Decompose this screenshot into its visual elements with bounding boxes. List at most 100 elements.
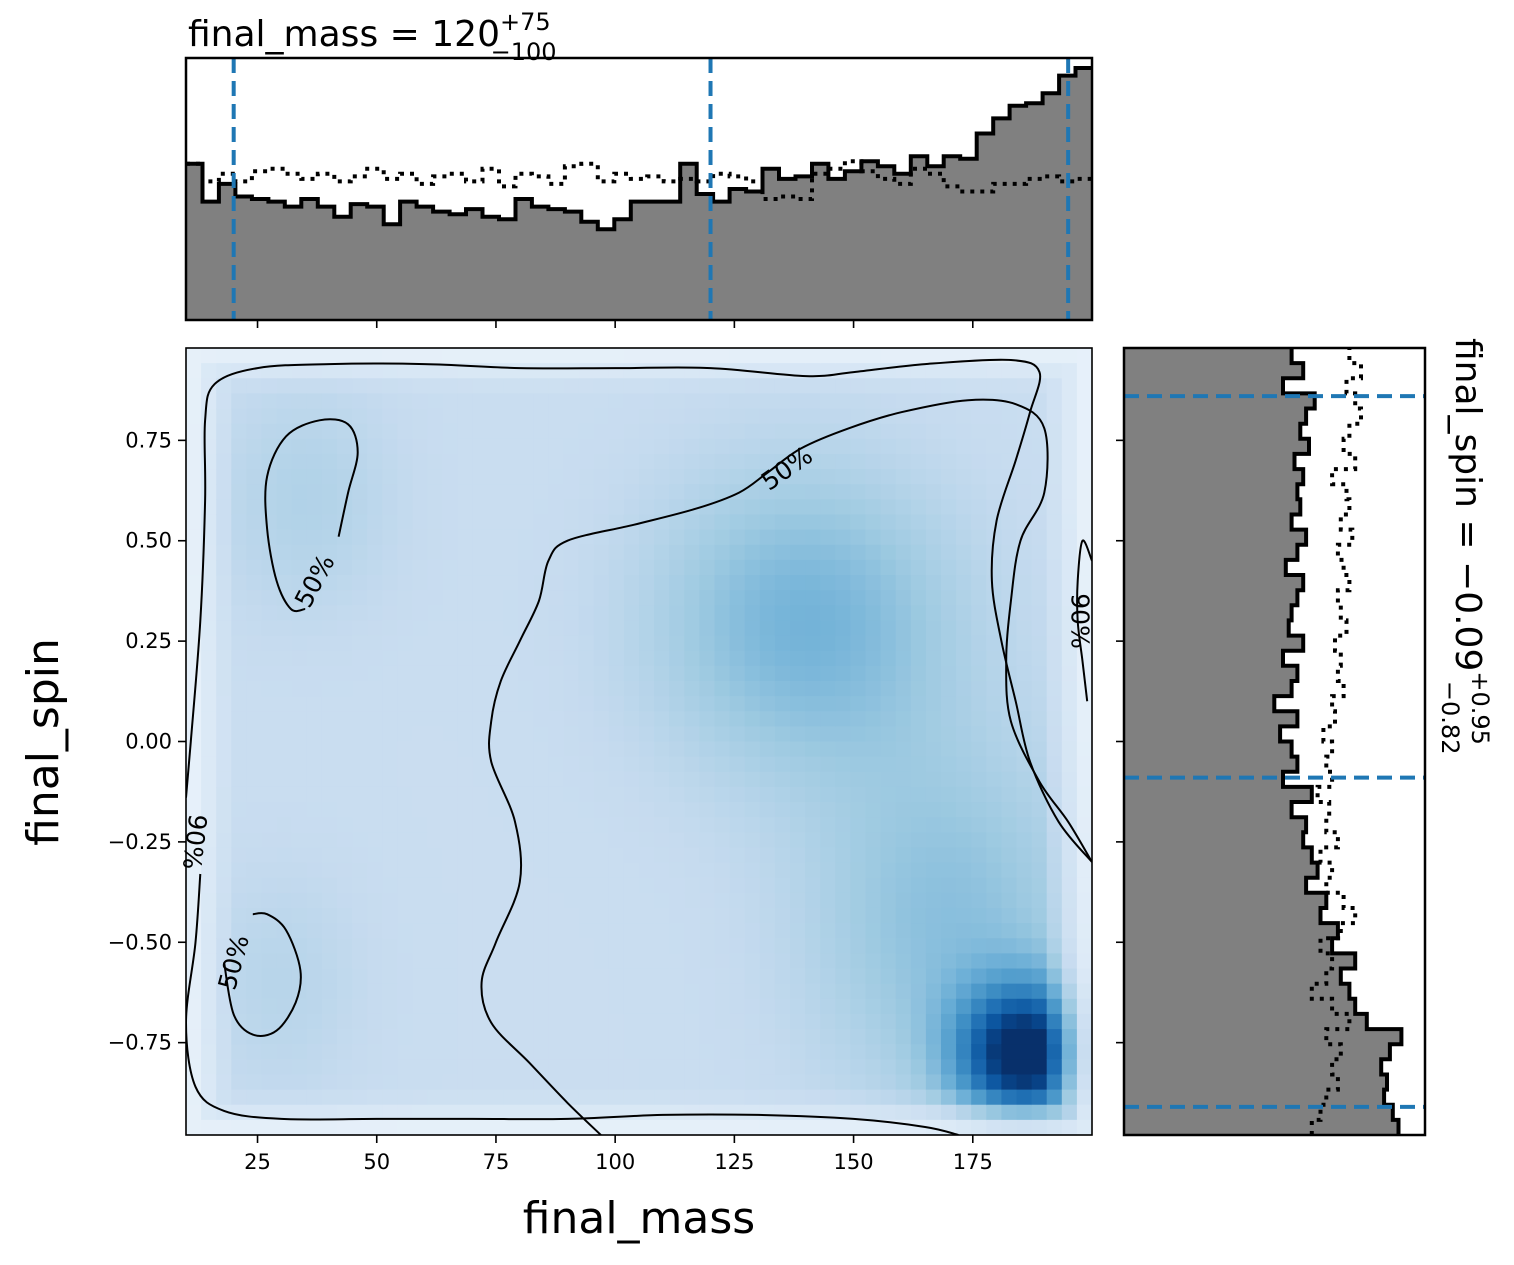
heatmap-cell [533, 1119, 549, 1135]
heatmap-cell [397, 408, 414, 425]
heatmap-cell [442, 469, 459, 485]
heatmap-cell [231, 923, 247, 939]
heatmap-cell [216, 1059, 232, 1076]
heatmap-cell [1016, 635, 1033, 652]
heatmap-cell [835, 575, 851, 591]
heatmap-cell [382, 786, 398, 803]
heatmap-cell [684, 1119, 700, 1135]
heatmap-cell [578, 983, 595, 1000]
heatmap-cell [759, 862, 776, 879]
heatmap-cell [533, 1104, 549, 1121]
heatmap-cell [1076, 514, 1092, 531]
heatmap-cell [442, 923, 459, 939]
heatmap-cell [1076, 680, 1092, 697]
heatmap-cell [1046, 408, 1063, 425]
heatmap-cell [971, 832, 987, 849]
heatmap-cell [201, 438, 217, 455]
heatmap-cell [1031, 635, 1048, 652]
heatmap-cell [956, 544, 972, 561]
heatmap-cell [261, 711, 278, 727]
heatmap-cell [850, 802, 867, 818]
heatmap-cell [820, 544, 836, 561]
heatmap-cell [563, 756, 580, 773]
heatmap-cell [639, 393, 655, 410]
heatmap-cell [1001, 423, 1018, 440]
heatmap-cell [654, 923, 670, 939]
heatmap-cell [548, 469, 565, 485]
heatmap-cell [986, 1044, 1002, 1060]
heatmap-cell [397, 620, 414, 637]
heatmap-cell [201, 635, 217, 652]
heatmap-cell [442, 892, 459, 909]
heatmap-cell [759, 529, 776, 546]
heatmap-cell [729, 680, 746, 697]
heatmap-cell [397, 499, 414, 516]
heatmap-cell [639, 363, 655, 379]
heatmap-cell [895, 575, 912, 591]
heatmap-cell [1001, 756, 1018, 773]
heatmap-cell [880, 907, 897, 924]
heatmap-cell [790, 741, 806, 758]
heatmap-cell [1031, 938, 1048, 954]
heatmap-cell [639, 741, 655, 758]
heatmap-cell [699, 802, 716, 818]
heatmap-cell [835, 559, 851, 576]
heatmap-cell [744, 1104, 761, 1121]
heatmap-cell [623, 968, 640, 985]
heatmap-cell [548, 665, 565, 682]
heatmap-cell [306, 862, 323, 879]
heatmap-cell [744, 817, 761, 833]
heatmap-cell [669, 1044, 685, 1060]
heatmap-cell [623, 605, 640, 622]
heatmap-cell [1076, 756, 1092, 773]
heatmap-cell [563, 650, 580, 667]
heatmap-cell [1016, 665, 1033, 682]
heatmap-cell [623, 953, 640, 970]
heatmap-cell [699, 1089, 716, 1106]
heatmap-cell [261, 877, 278, 894]
heatmap-cell [669, 711, 685, 727]
heatmap-cell [956, 726, 972, 743]
heatmap-cell [850, 393, 867, 410]
heatmap-cell [291, 499, 308, 516]
heatmap-cell [971, 847, 987, 864]
heatmap-cell [1046, 680, 1063, 697]
heatmap-cell [533, 423, 549, 440]
heatmap-cell [956, 862, 972, 879]
heatmap-cell [291, 696, 308, 712]
heatmap-cell [231, 650, 247, 667]
heatmap-cell [714, 1059, 731, 1076]
heatmap-cell [805, 907, 821, 924]
heatmap-cell [669, 363, 685, 379]
heatmap-cell [986, 877, 1002, 894]
heatmap-cell [457, 862, 474, 879]
heatmap-cell [835, 408, 851, 425]
heatmap-cell [321, 1059, 338, 1076]
heatmap-cell [1076, 484, 1092, 500]
heatmap-cell [442, 559, 459, 576]
heatmap-cell [956, 1074, 972, 1091]
heatmap-cell [367, 1089, 383, 1106]
heatmap-cell [850, 923, 867, 939]
heatmap-cell [216, 484, 232, 500]
heatmap-cell [699, 363, 716, 379]
heatmap-cell [699, 484, 716, 500]
heatmap-cell [925, 378, 942, 394]
heatmap-cell [442, 1119, 459, 1135]
heatmap-cell [774, 514, 791, 531]
heatmap-cell [805, 998, 821, 1015]
heatmap-cell [261, 786, 278, 803]
heatmap-cell [321, 529, 338, 546]
heatmap-cell [714, 469, 731, 485]
heatmap-cell [518, 983, 534, 1000]
heatmap-cell [835, 847, 851, 864]
heatmap-cell [201, 469, 217, 485]
heatmap-cell [563, 817, 580, 833]
heatmap-cell [261, 726, 278, 743]
heatmap-cell [684, 1089, 700, 1106]
heatmap-cell [850, 983, 867, 1000]
heatmap-cell [397, 953, 414, 970]
heatmap-cell [1076, 1029, 1092, 1045]
heatmap-cell [261, 862, 278, 879]
heatmap-cell [608, 786, 625, 803]
